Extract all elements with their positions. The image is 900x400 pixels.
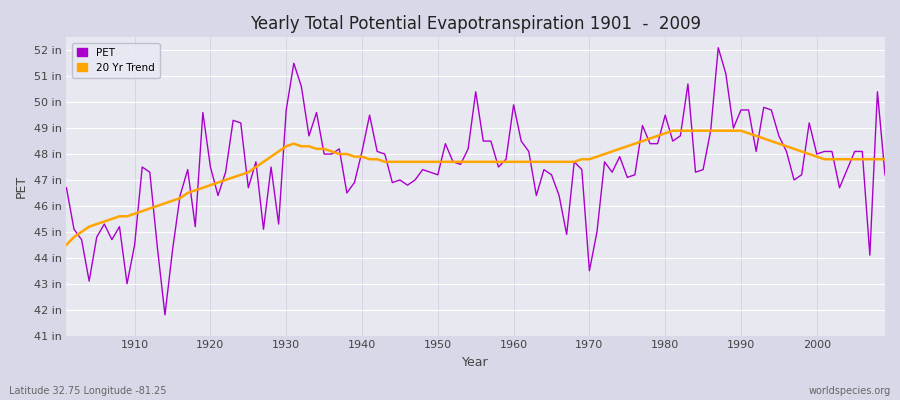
Y-axis label: PET: PET [15,175,28,198]
Text: worldspecies.org: worldspecies.org [809,386,891,396]
Text: Latitude 32.75 Longitude -81.25: Latitude 32.75 Longitude -81.25 [9,386,166,396]
Legend: PET, 20 Yr Trend: PET, 20 Yr Trend [72,42,159,78]
Title: Yearly Total Potential Evapotranspiration 1901  -  2009: Yearly Total Potential Evapotranspiratio… [250,15,701,33]
X-axis label: Year: Year [463,356,489,369]
